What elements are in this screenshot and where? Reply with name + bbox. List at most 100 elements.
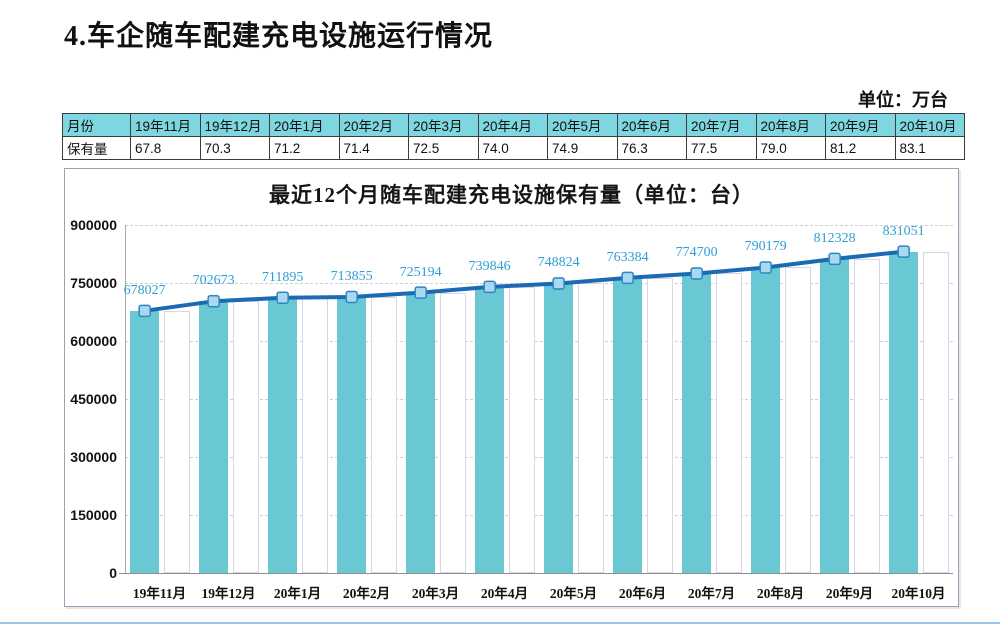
x-tick-label: 19年12月 (201, 586, 256, 601)
data-label: 702673 (192, 273, 235, 289)
page-title: 4.车企随车配建充电设施运行情况 (64, 21, 494, 52)
chart-container: 最近12个月随车配建充电设施保有量（单位：台） 0 150000 300000 450… (64, 168, 959, 607)
bar (198, 301, 229, 573)
bar (543, 283, 574, 573)
table-corner-cell: 月份 (62, 113, 131, 137)
data-point-marker (276, 291, 289, 304)
shadow-bar (784, 267, 811, 573)
data-point-marker (207, 295, 220, 308)
x-tick-label: 19年11月 (132, 586, 187, 601)
data-label: 774700 (675, 245, 718, 261)
data-label: 831051 (882, 223, 925, 239)
footer-divider (0, 622, 1000, 624)
shadow-bar (715, 273, 742, 573)
bar (750, 267, 781, 573)
y-tick-label: 450000 (70, 391, 117, 407)
grid-line (125, 515, 953, 516)
x-tick-label: 20年6月 (618, 586, 667, 601)
data-label: 812328 (813, 230, 856, 246)
bar (336, 296, 367, 573)
table-value-cell: 71.4 (338, 136, 409, 160)
table-month-header: 20年5月 (547, 113, 618, 137)
data-label: 725194 (399, 264, 442, 280)
y-tick-label: 900000 (70, 217, 117, 233)
x-tick-label: 20年7月 (687, 586, 736, 601)
table-value-cell: 83.1 (894, 136, 965, 160)
x-tick-label: 20年8月 (756, 586, 805, 601)
chart-title: 最近12个月随车配建充电设施保有量（单位：台） (269, 183, 754, 207)
shadow-bar (301, 297, 328, 573)
grid-line (125, 399, 953, 400)
data-point-marker (138, 304, 151, 318)
table-header-row: 月份 19年11月 19年12月 20年1月 20年2月 20年3月 20年4月 20年5月… (62, 113, 965, 137)
table-month-header: 20年4月 (477, 113, 548, 137)
table-value-cell: 79.0 (755, 136, 826, 160)
table-value-cell: 71.2 (269, 136, 340, 160)
table-month-header: 19年12月 (199, 113, 270, 137)
table-value-cell: 81.2 (825, 136, 896, 160)
data-label: 748824 (537, 255, 580, 271)
table-month-header: 20年2月 (338, 113, 409, 137)
y-tick-label: 300000 (70, 449, 117, 465)
data-label: 678027 (123, 282, 166, 298)
table-value-cell: 72.5 (408, 136, 479, 160)
trend-line-overlay (138, 245, 910, 318)
table-month-header: 20年7月 (686, 113, 757, 137)
table-month-header: 20年6月 (616, 113, 687, 137)
shadow-bar (922, 251, 949, 573)
grid-line (125, 457, 953, 458)
data-point-marker (897, 245, 910, 258)
bar (129, 310, 160, 573)
grid-line (125, 341, 953, 342)
y-tick-label: 150000 (70, 507, 117, 523)
data-point-marker (414, 286, 427, 299)
table-row-label: 保有量 (62, 136, 131, 160)
shadow-bar (439, 292, 466, 573)
bar (267, 297, 298, 573)
y-tick-label: 750000 (70, 275, 117, 291)
table-month-header: 19年11月 (130, 113, 201, 137)
shadow-bar (232, 301, 259, 573)
table-value-row: 保有量 67.8 70.3 71.2 71.4 72.5 74.0 74.9 76.3 77.5… (62, 136, 965, 160)
data-point-marker (552, 277, 565, 290)
data-label: 711895 (261, 269, 304, 285)
bar (819, 258, 850, 573)
x-axis-line (119, 573, 953, 574)
table-value-cell: 76.3 (616, 136, 687, 160)
bar (612, 277, 643, 573)
table-value-cell: 74.0 (477, 136, 548, 160)
shadow-bar (508, 286, 535, 573)
data-point-marker (621, 271, 634, 285)
y-tick-label: 0 (109, 565, 117, 581)
data-label: 790179 (744, 239, 787, 255)
shadow-bar (577, 283, 604, 573)
table-value-cell: 77.5 (686, 136, 757, 160)
x-tick-label: 20年3月 (411, 586, 460, 601)
grid-line (125, 225, 953, 226)
data-label: 739846 (468, 258, 511, 274)
shadow-bar (853, 258, 880, 573)
shadow-bar (370, 296, 397, 573)
trend-line (144, 249, 904, 313)
table-value-cell: 74.9 (547, 136, 618, 160)
y-axis-line (125, 225, 126, 573)
table-value-cell: 70.3 (199, 136, 270, 160)
x-tick-label: 20年5月 (549, 586, 598, 601)
data-label: 713855 (330, 268, 373, 284)
table-month-header: 20年10月 (894, 113, 965, 137)
table-month-header: 20年3月 (408, 113, 479, 137)
table-month-header: 20年1月 (269, 113, 340, 137)
data-point-marker (828, 252, 841, 266)
data-label: 763384 (606, 249, 649, 265)
bar (474, 286, 505, 573)
x-tick-label: 20年4月 (480, 586, 529, 601)
data-point-marker (345, 290, 358, 304)
table-value-cell: 67.8 (130, 136, 201, 160)
shadow-bar (163, 310, 190, 573)
data-point-marker (690, 267, 703, 280)
data-point-marker (759, 261, 772, 274)
x-tick-label: 20年9月 (825, 586, 874, 601)
unit-label: 单位：万台 (858, 90, 948, 110)
table-month-header: 20年8月 (755, 113, 826, 137)
